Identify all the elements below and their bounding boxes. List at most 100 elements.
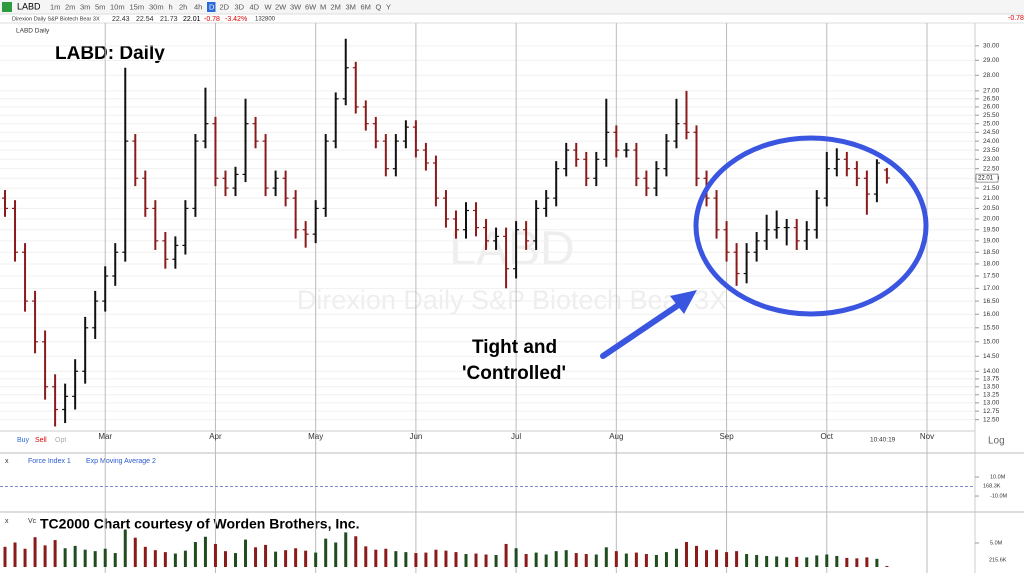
y-tick-label: 20.00 (983, 216, 1000, 223)
volume-bar (394, 551, 398, 567)
volume-bar (143, 546, 147, 567)
y-tick-label: 23.00 (983, 156, 1000, 163)
volume-bar (163, 552, 167, 567)
y-tick-label: 20.50 (983, 205, 1000, 212)
annotation-line-1: Tight and (472, 337, 557, 358)
timeframe-button[interactable]: 3D (235, 2, 245, 11)
y-tick-label: 13.75 (983, 376, 1000, 383)
volume-bar (494, 554, 498, 567)
y-tick-label: 15.00 (983, 339, 1000, 346)
chart-title: LABD: Daily (55, 43, 165, 64)
volume-bar (815, 555, 819, 567)
y-tick-label: 18.50 (983, 249, 1000, 256)
volume-bar (244, 539, 248, 567)
arrow-head (670, 290, 697, 314)
y-tick-label: 29.00 (983, 57, 1000, 64)
symbol[interactable]: LABD (17, 1, 41, 11)
timeframe-button[interactable]: 4h (194, 2, 202, 11)
volume-bar (504, 543, 508, 567)
y-tick-label: 23.50 (983, 147, 1000, 154)
toolbar-bg (0, 0, 1024, 14)
timeframe-button[interactable]: 6M (361, 2, 371, 11)
volume-bar (775, 556, 779, 567)
y-tick-label: 17.00 (983, 285, 1000, 292)
volume-bar (324, 538, 328, 567)
timeframe-button[interactable]: 5m (95, 2, 105, 11)
timeframe-button[interactable]: 6W (305, 2, 317, 11)
timeframe-button[interactable]: 2M (331, 2, 341, 11)
volume-bar (223, 551, 227, 567)
timeframe-button[interactable]: W (265, 2, 273, 11)
annotation-line-2: 'Controlled' (462, 363, 566, 384)
y-tick-label: 27.00 (983, 88, 1000, 95)
close-indicator[interactable]: x (5, 458, 9, 465)
scale-label[interactable]: Log (988, 436, 1005, 447)
volume-bar (193, 542, 197, 567)
timeframe-button[interactable]: 1m (50, 2, 60, 11)
timeframe-button[interactable]: 2W (275, 2, 287, 11)
timeframe-button[interactable]: 3W (290, 2, 302, 11)
timeframe-button[interactable]: 3M (346, 2, 356, 11)
volume-bar (13, 542, 17, 567)
volume-bar (845, 557, 849, 567)
timeframe-button[interactable]: M (320, 2, 326, 11)
force-tick-label: -10.0M (990, 493, 1008, 499)
y-tick-label: 22.50 (983, 165, 1000, 172)
y-tick-label: 12.50 (983, 416, 1000, 423)
timeframe-button[interactable]: Y (386, 2, 391, 11)
volume-bar (43, 545, 47, 567)
timeframe-button[interactable]: 2m (65, 2, 75, 11)
y-tick-label: 30.00 (983, 43, 1000, 50)
force-tick-label: 10.0M (990, 474, 1006, 480)
volume-bar (404, 552, 408, 567)
quote-open: 22.43 (112, 16, 130, 23)
timeframe-button[interactable]: 30m (149, 2, 164, 11)
volume-bar (123, 529, 127, 567)
volume-bar (544, 554, 548, 567)
y-tick-label: 16.00 (983, 311, 1000, 318)
timeframe-button[interactable]: 10m (110, 2, 125, 11)
volume-bar (434, 549, 438, 567)
y-tick-label: 14.50 (983, 353, 1000, 360)
volume-bar (835, 555, 839, 567)
y-tick-label: 16.50 (983, 298, 1000, 305)
y-tick-label: 13.00 (983, 400, 1000, 407)
sell-button[interactable]: Sell (35, 437, 47, 444)
timeframe-button[interactable]: h (169, 2, 173, 11)
timeframe-button[interactable]: 2h (179, 2, 187, 11)
volume-bar (855, 558, 859, 567)
x-tick-label: Mar (98, 432, 112, 441)
volume-bar (424, 552, 428, 567)
watermark-name: Direxion Daily S&P Biotech Bear 3X (297, 285, 727, 315)
volume-bar (254, 547, 258, 567)
volume-bar (274, 551, 278, 567)
volume-bar (374, 549, 378, 567)
opt-button[interactable]: Opt (55, 437, 66, 444)
timeframe-button[interactable]: 4D (250, 2, 260, 11)
buy-button[interactable]: Buy (17, 437, 30, 444)
close-volume[interactable]: x (5, 518, 9, 525)
timeframe-button[interactable]: 3m (80, 2, 90, 11)
add-icon[interactable] (2, 2, 12, 12)
force-overlay[interactable]: Exp Moving Average 2 (86, 458, 156, 465)
volume-bar (885, 565, 889, 567)
y-tick-label: 24.00 (983, 138, 1000, 145)
volume-bar (93, 551, 97, 567)
quote-high: 22.54 (136, 16, 154, 23)
volume-bar (444, 550, 448, 567)
y-tick-label: 24.50 (983, 129, 1000, 136)
timeframe-button[interactable]: D (209, 2, 215, 11)
force-title[interactable]: Force Index 1 (28, 458, 71, 465)
volume-bar (664, 552, 668, 567)
y-tick-label: 13.50 (983, 383, 1000, 390)
y-tick-label: 28.00 (983, 72, 1000, 79)
timeframe-button[interactable]: Q (376, 2, 382, 11)
volume-bar (594, 554, 598, 567)
y-tick-label: 19.50 (983, 226, 1000, 233)
timeframe-button[interactable]: 2D (220, 2, 230, 11)
timeframe-button[interactable]: 15m (130, 2, 145, 11)
y-tick-label: 15.50 (983, 325, 1000, 332)
y-tick-label: 17.50 (983, 273, 1000, 280)
last-price-label: 22.01 (978, 176, 994, 182)
